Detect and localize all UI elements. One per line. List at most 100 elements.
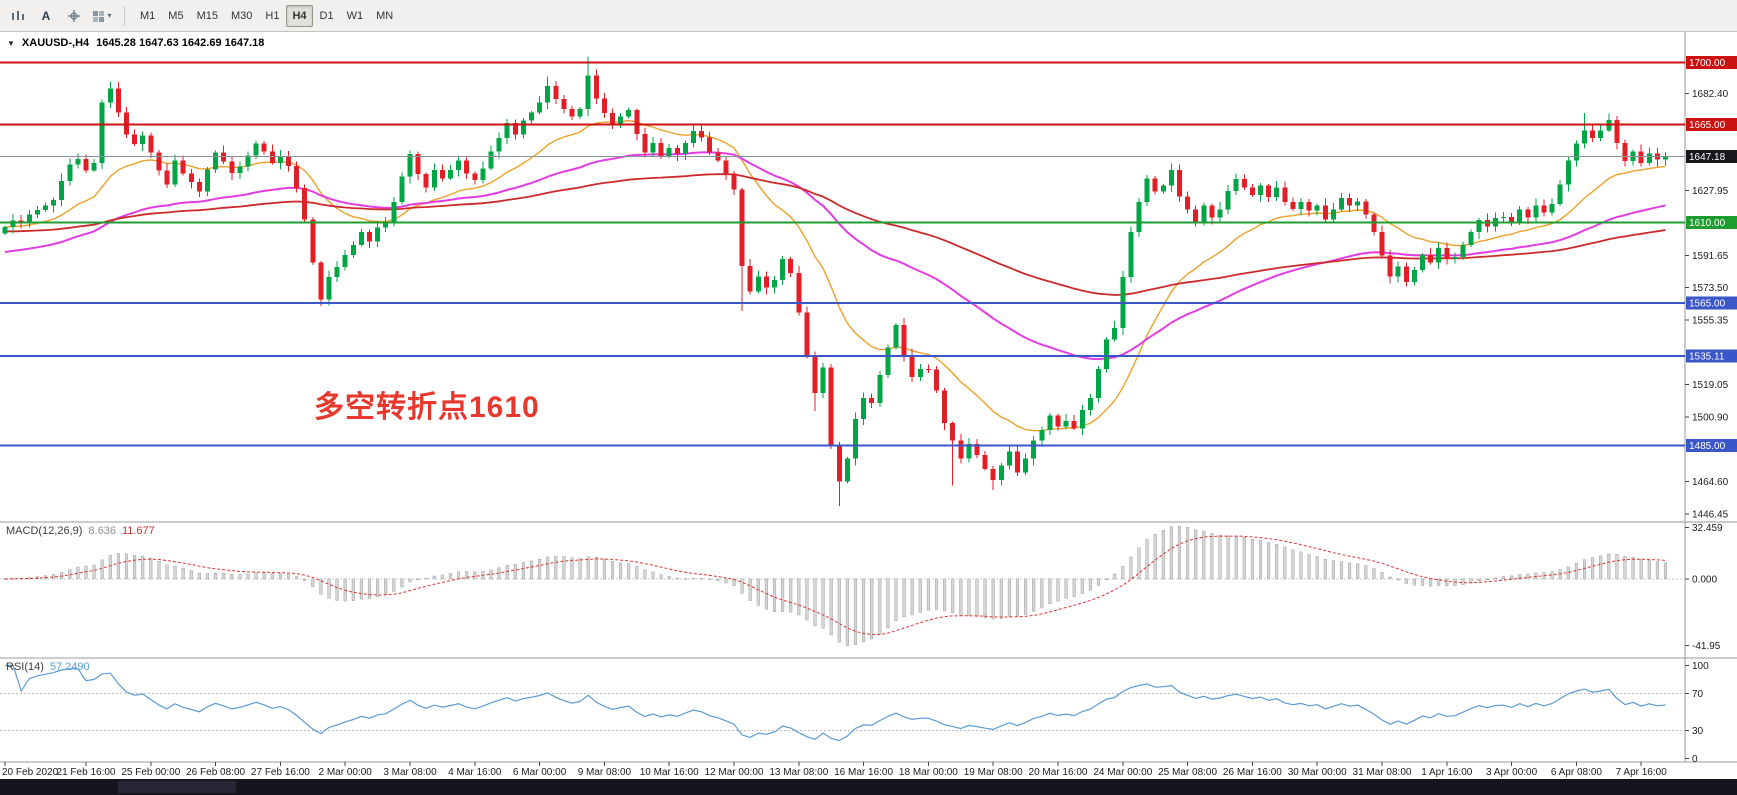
- svg-text:1485.00: 1485.00: [1689, 441, 1726, 452]
- svg-text:1500.90: 1500.90: [1692, 413, 1729, 424]
- charts-bar-icon[interactable]: [5, 4, 31, 27]
- panel-borders: [0, 32, 1737, 763]
- rsi-value: 57.2490: [49, 661, 90, 673]
- svg-text:27 Feb 16:00: 27 Feb 16:00: [251, 767, 310, 778]
- svg-text:1446.45: 1446.45: [1692, 510, 1729, 521]
- toolbar: A ▾ M1 M5 M15 M30 H1 H4 D1 W1 MN: [0, 0, 1737, 32]
- svg-text:1610.00: 1610.00: [1689, 218, 1726, 229]
- svg-text:0.000: 0.000: [1692, 574, 1717, 585]
- svg-text:-41.95: -41.95: [1692, 641, 1721, 652]
- svg-text:16 Mar 16:00: 16 Mar 16:00: [834, 767, 893, 778]
- timeframe-button-d1[interactable]: D1: [319, 9, 334, 22]
- dropdown-arrow-icon: ▾: [107, 11, 112, 20]
- colors-icon[interactable]: ▾: [89, 4, 115, 27]
- ma-medium-line: [4, 151, 1666, 361]
- chart-ohlc-values: 1645.28 1647.63 1642.69 1647.18: [96, 37, 265, 49]
- svg-text:1627.95: 1627.95: [1692, 186, 1729, 197]
- timeframe-button-w1[interactable]: W1: [346, 9, 364, 22]
- svg-text:24 Mar 00:00: 24 Mar 00:00: [1093, 767, 1152, 778]
- svg-text:25 Mar 08:00: 25 Mar 08:00: [1158, 767, 1217, 778]
- svg-text:6 Mar 00:00: 6 Mar 00:00: [513, 767, 567, 778]
- timeframe-button-m5[interactable]: M5: [168, 9, 184, 22]
- svg-text:9 Mar 08:00: 9 Mar 08:00: [578, 767, 632, 778]
- macd-name: MACD(12,26,9): [6, 525, 83, 537]
- hline-1610.00[interactable]: 1610.00: [0, 216, 1737, 230]
- svg-text:1535.11: 1535.11: [1689, 352, 1725, 363]
- hline-1665.00[interactable]: 1665.00: [0, 118, 1737, 132]
- timeframe-button-mn[interactable]: MN: [376, 9, 394, 22]
- current-price-line: 1647.18: [0, 149, 1737, 163]
- chart-title: ▼ XAUUSD-,H4 1645.28 1647.63 1642.69 164…: [7, 37, 264, 49]
- price-axis: 1682.40 1627.95 1591.65 1573.50 1555.35 1519.…: [1685, 89, 1729, 521]
- svg-text:0: 0: [1692, 754, 1698, 765]
- rsi-axis: 100 70 30 0: [1685, 661, 1709, 765]
- hline-1535.11[interactable]: 1535.11: [0, 349, 1737, 363]
- svg-text:30 Mar 00:00: 30 Mar 00:00: [1288, 767, 1347, 778]
- bottom-bar-segment: [118, 781, 236, 793]
- svg-text:21 Feb 16:00: 21 Feb 16:00: [57, 767, 116, 778]
- macd-axis: 32.459 0.000 -41.95: [1685, 523, 1723, 652]
- macd-histogram: [3, 525, 1668, 646]
- hline-1700.00[interactable]: 1700.00: [0, 55, 1737, 69]
- svg-text:12 Mar 00:00: 12 Mar 00:00: [705, 767, 764, 778]
- svg-text:26 Mar 16:00: 26 Mar 16:00: [1223, 767, 1282, 778]
- svg-text:3 Apr 00:00: 3 Apr 00:00: [1486, 767, 1538, 778]
- svg-text:1519.05: 1519.05: [1692, 380, 1729, 391]
- svg-text:1647.18: 1647.18: [1689, 152, 1726, 163]
- chart-annotation-text: 多空转折点1610: [314, 391, 540, 424]
- svg-text:25 Feb 00:00: 25 Feb 00:00: [121, 767, 180, 778]
- svg-text:10 Mar 16:00: 10 Mar 16:00: [640, 767, 699, 778]
- svg-text:18 Mar 00:00: 18 Mar 00:00: [899, 767, 958, 778]
- rsi-indicator-label: RSI(14) 57.2490: [6, 661, 90, 673]
- svg-text:1565.00: 1565.00: [1689, 298, 1726, 309]
- toolbar-icon-group: A ▾: [5, 4, 115, 27]
- toolbar-separator: [124, 5, 125, 26]
- timeframe-button-m30[interactable]: M30: [230, 9, 253, 22]
- svg-text:13 Mar 08:00: 13 Mar 08:00: [769, 767, 828, 778]
- svg-text:20 Feb 2020: 20 Feb 2020: [2, 767, 59, 778]
- svg-text:3 Mar 08:00: 3 Mar 08:00: [383, 767, 437, 778]
- macd-value-signal: 11.677: [121, 525, 155, 537]
- chart-svg[interactable]: 1682.40 1627.95 1591.65 1573.50 1555.35 1519.…: [0, 32, 1737, 779]
- svg-text:20 Mar 16:00: 20 Mar 16:00: [1029, 767, 1088, 778]
- svg-text:1 Apr 16:00: 1 Apr 16:00: [1421, 767, 1473, 778]
- svg-text:70: 70: [1692, 689, 1704, 700]
- rsi-name: RSI(14): [6, 661, 44, 673]
- macd-indicator-label: MACD(12,26,9) 8.636 11.677: [6, 525, 155, 537]
- svg-text:1555.35: 1555.35: [1692, 316, 1729, 327]
- chart-symbol-period: XAUUSD-,H4: [21, 37, 90, 49]
- svg-text:26 Feb 08:00: 26 Feb 08:00: [186, 767, 245, 778]
- svg-text:2 Mar 00:00: 2 Mar 00:00: [319, 767, 373, 778]
- svg-text:100: 100: [1692, 661, 1709, 672]
- svg-text:7 Apr 16:00: 7 Apr 16:00: [1616, 767, 1668, 778]
- timeframe-button-group: M1 M5 M15 M30 H1 H4 D1 W1 MN: [134, 4, 399, 27]
- crosshair-icon[interactable]: [61, 4, 87, 27]
- svg-text:31 Mar 08:00: 31 Mar 08:00: [1353, 767, 1412, 778]
- symbol-expander-icon[interactable]: ▼: [7, 38, 15, 48]
- macd-value-main: 8.636: [88, 525, 116, 537]
- svg-text:1700.00: 1700.00: [1689, 58, 1726, 69]
- svg-text:1591.65: 1591.65: [1692, 251, 1729, 262]
- timeframe-button-m15[interactable]: M15: [196, 9, 218, 22]
- timeframe-button-h4[interactable]: H4: [286, 4, 313, 27]
- rsi-line: [5, 664, 1666, 742]
- svg-text:1464.60: 1464.60: [1692, 477, 1729, 488]
- svg-text:32.459: 32.459: [1692, 523, 1723, 534]
- timeframe-button-h1[interactable]: H1: [265, 9, 280, 22]
- svg-text:1665.00: 1665.00: [1689, 120, 1726, 131]
- chart-canvas[interactable]: 1682.40 1627.95 1591.65 1573.50 1555.35 1519.…: [0, 32, 1737, 779]
- bottom-bar: [0, 779, 1737, 795]
- svg-text:19 Mar 08:00: 19 Mar 08:00: [964, 767, 1023, 778]
- hline-1485.00[interactable]: 1485.00: [0, 438, 1737, 452]
- macd-signal-line: [4, 535, 1666, 635]
- svg-text:1573.50: 1573.50: [1692, 283, 1729, 294]
- svg-text:1682.40: 1682.40: [1692, 89, 1729, 100]
- svg-text:6 Apr 08:00: 6 Apr 08:00: [1551, 767, 1603, 778]
- svg-text:30: 30: [1692, 726, 1704, 737]
- timeframe-button-m1[interactable]: M1: [140, 9, 156, 22]
- svg-text:4 Mar 16:00: 4 Mar 16:00: [448, 767, 502, 778]
- font-icon[interactable]: A: [41, 8, 51, 23]
- hline-1565.00[interactable]: 1565.00: [0, 296, 1737, 310]
